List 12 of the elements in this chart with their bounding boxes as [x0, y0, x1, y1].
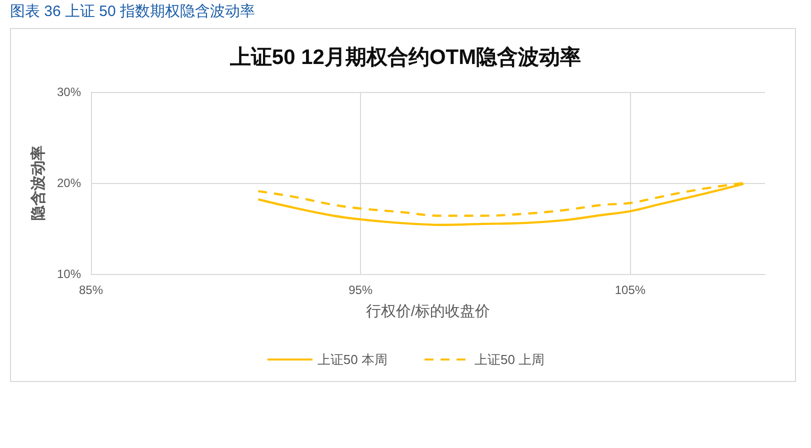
y-tick-label: 30%: [56, 85, 82, 99]
x-tick-label: 95%: [348, 283, 373, 297]
chart-title: 上证50 12月期权合约OTM隐含波动率: [228, 45, 582, 69]
y-tick-label: 10%: [56, 267, 82, 281]
y-tick-label: 20%: [56, 176, 82, 190]
legend-label: 上证50 上周: [474, 352, 545, 367]
legend-label: 上证50 本周: [317, 352, 388, 367]
x-tick-label: 85%: [78, 283, 104, 297]
x-axis-title: 行权价/标的收盘价: [366, 303, 490, 320]
y-axis-title: 隐含波动率: [29, 146, 48, 220]
x-tick-label: 105%: [614, 283, 646, 297]
text: 图表 36 上证 50 指数期权隐含波动率: [10, 3, 256, 20]
